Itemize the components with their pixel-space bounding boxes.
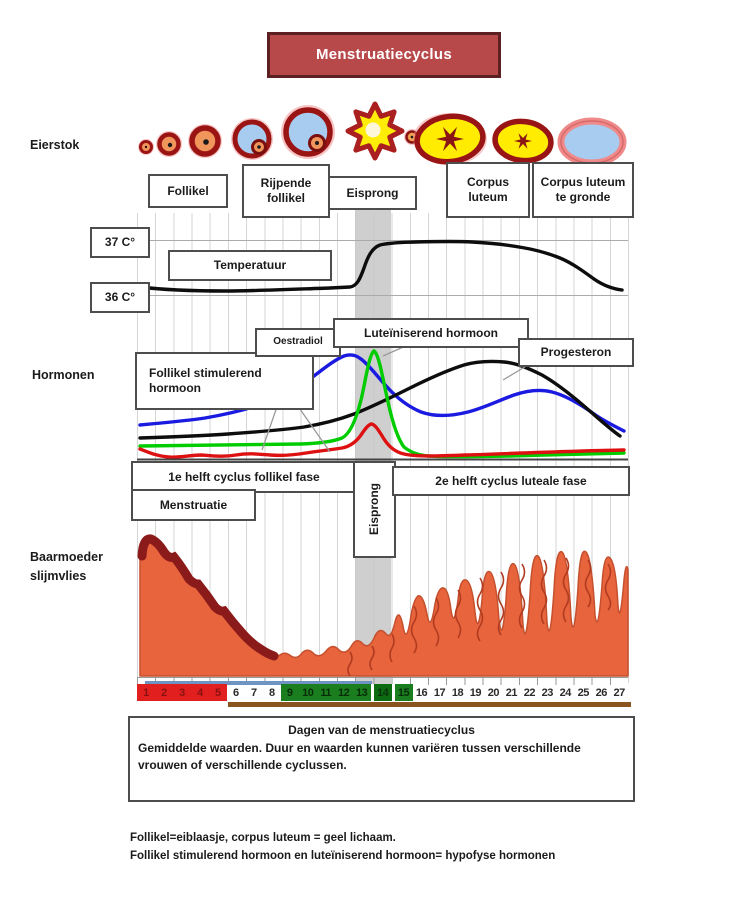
stage-label-ovulation: Eisprong	[328, 176, 417, 210]
day-number: 24	[559, 686, 572, 699]
follicular-phase-bar	[145, 681, 372, 685]
day-number: 4	[190, 684, 209, 701]
row-label-endometrium: Baarmoeder slijmvlies	[30, 550, 103, 583]
day-numbers-strip: 1 2 3 4 5 6 7 8 9 10 11 12 13 14 15 16 1…	[137, 684, 628, 701]
row-label-hormones: Hormonen	[32, 368, 95, 382]
info-box-heading: Dagen van de menstruatiecyclus	[288, 723, 475, 737]
gridline-36c	[137, 295, 628, 296]
info-box-body: Gemiddelde waarden. Duur en waarden kunn…	[138, 741, 581, 773]
day-number: 7	[250, 686, 257, 699]
day-number: 10	[298, 684, 317, 701]
lh-label: Luteïniserend hormoon	[333, 318, 529, 348]
day-number: 13	[352, 684, 371, 701]
day-number: 23	[541, 686, 554, 699]
temp-37-label: 37 C°	[90, 227, 150, 258]
day-number: 8	[268, 686, 275, 699]
day-number: 15	[394, 684, 413, 701]
ovary-illustrations	[138, 101, 627, 167]
day-number: 6	[233, 686, 239, 699]
ovulation-band	[355, 210, 391, 685]
phase-ovulation-label: Eisprong	[353, 461, 396, 558]
day-number: 21	[505, 686, 518, 699]
oestradiol-label: Oestradiol	[255, 328, 341, 357]
footnote-line: Follikel stimulerend hormoon en luteïnis…	[130, 849, 556, 862]
day-number: 9	[280, 684, 299, 701]
day-number: 26	[595, 686, 608, 699]
day-number: 25	[577, 686, 590, 699]
menstruation-label: Menstruatie	[131, 489, 256, 521]
day-number: 12	[334, 684, 353, 701]
post-menstruation-bar	[228, 702, 631, 707]
stage-label-corpus-luteum: Corpus luteum	[446, 162, 530, 218]
day-number: 19	[469, 686, 482, 699]
fsh-label: Follikel stimulerend hormoon	[135, 352, 314, 410]
maturing-follicle-icon	[231, 105, 335, 160]
temp-36-label: 36 C°	[90, 282, 150, 313]
corpus-luteum-icon	[413, 113, 554, 165]
day-number: 20	[487, 686, 500, 699]
row-label-ovary: Eierstok	[30, 138, 80, 152]
page-title-text: Menstruatiecyclus	[316, 45, 452, 63]
day-number: 22	[523, 686, 536, 699]
footnote-line: Follikel=eiblaasje, corpus luteum = geel…	[130, 832, 396, 844]
temperature-label: Temperatuur	[168, 250, 332, 281]
page-title: Menstruatiecyclus	[267, 32, 501, 78]
day-tick-ruler	[137, 677, 628, 685]
day-number: 17	[433, 686, 446, 699]
day-number: 2	[154, 684, 173, 701]
day-number: 1	[137, 684, 155, 701]
phase-luteal-label: 2e helft cyclus luteale fase	[392, 466, 630, 496]
day-number: 11	[316, 684, 335, 701]
footnotes: Follikel=eiblaasje, corpus luteum = geel…	[130, 830, 610, 866]
gridline-37c	[137, 240, 628, 241]
info-box: Dagen van de menstruatiecyclus Gemiddeld…	[128, 716, 635, 802]
stage-label-maturing-follicle: Rijpende follikel	[242, 164, 330, 218]
stage-label-follicle: Follikel	[148, 174, 228, 208]
follicle-small-icon	[138, 124, 222, 158]
corpus-luteum-degenerating-icon	[557, 117, 627, 167]
ovulation-burst-icon	[345, 101, 420, 161]
day-number: 5	[208, 684, 227, 701]
progesteron-label: Progesteron	[518, 338, 634, 367]
day-number: 16	[415, 686, 428, 699]
ovulation-day-number: 14	[370, 684, 395, 701]
day-number: 27	[613, 686, 626, 699]
day-number: 18	[451, 686, 464, 699]
day-number: 3	[172, 684, 191, 701]
stage-label-corpus-luteum-degenerating: Corpus luteum te gronde	[532, 162, 634, 218]
